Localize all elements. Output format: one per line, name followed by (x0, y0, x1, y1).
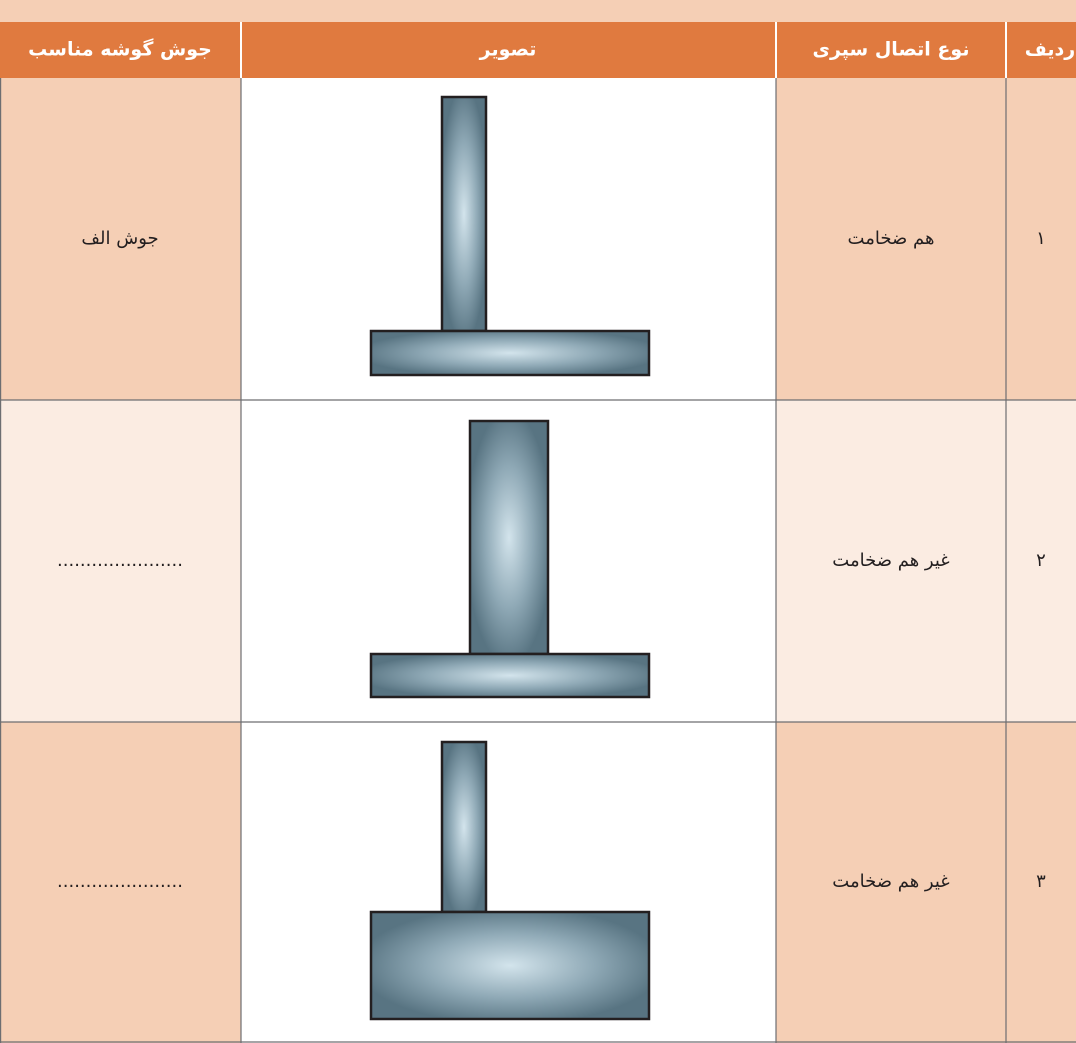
top-strip (0, 0, 1076, 22)
t-joint-1 (369, 95, 651, 377)
table-cell: ...................... (57, 550, 183, 571)
header-cell: تصویر (479, 39, 537, 61)
header-cell: نوع اتصال سپری (813, 39, 970, 61)
table-cell: غیر هم ضخامت (832, 550, 949, 571)
table-cell: ...................... (57, 871, 183, 892)
table-cell: جوش الف (81, 228, 158, 249)
table-cell: ۳ (1036, 871, 1046, 892)
header-cell: ردیف (1025, 39, 1075, 61)
grid (0, 22, 1076, 1043)
table-cell: ۱ (1036, 228, 1046, 249)
table-cell: ۲ (1036, 550, 1046, 571)
header-dividers (240, 22, 1007, 78)
table-cell: غیر هم ضخامت (832, 871, 949, 892)
t-joint-2 (369, 419, 651, 699)
cells: جوش الف هم ضخامت ۱...................... غی… (57, 228, 1046, 892)
table-cell: هم ضخامت (848, 228, 935, 249)
header-cell: جوش گوشه مناسب (28, 38, 212, 61)
t-joint-3 (369, 740, 651, 1021)
row-1 (0, 78, 1076, 400)
header-row (0, 22, 1076, 78)
row-3 (0, 722, 1076, 1043)
